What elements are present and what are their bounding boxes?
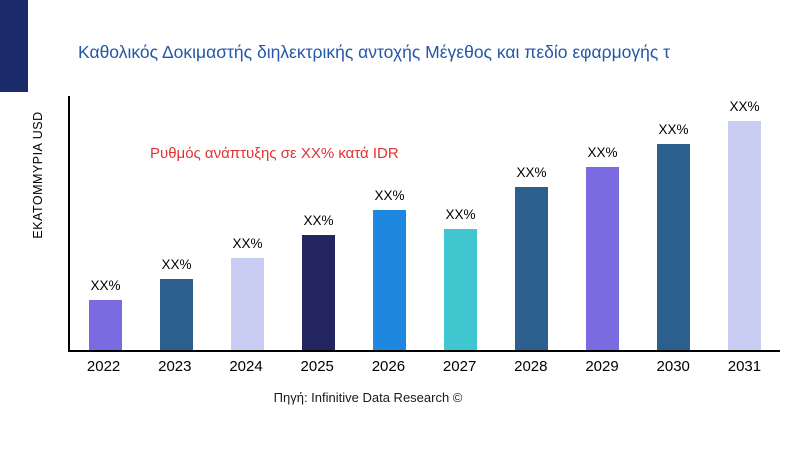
bar-column-2031: XX% bbox=[709, 96, 780, 350]
x-tick-2026: 2026 bbox=[371, 358, 406, 375]
growth-rate-annotation: Ρυθμός ανάπτυξης σε XX% κατά IDR bbox=[150, 145, 399, 162]
x-tick-2028: 2028 bbox=[514, 358, 548, 375]
x-tick-2024: 2024 bbox=[229, 358, 263, 375]
y-axis-label: ΕΚΑΤΟΜΜΥΡΙΑ USD bbox=[31, 111, 45, 239]
bar-value-label-2025: XX% bbox=[303, 213, 334, 228]
bar-value-label-2027: XX% bbox=[445, 207, 476, 222]
bar-column-2023: XX% bbox=[141, 96, 212, 350]
bar-column-2027: XX% bbox=[425, 96, 496, 350]
bar-2030 bbox=[657, 144, 690, 350]
bar-2027 bbox=[444, 229, 477, 350]
bar-value-label-2026: XX% bbox=[374, 188, 405, 203]
x-tick-2030: 2030 bbox=[656, 358, 690, 375]
x-tick-2029: 2029 bbox=[585, 358, 619, 375]
bar-value-label-2024: XX% bbox=[232, 236, 263, 251]
bars-container: XX% XX% XX% XX% XX% XX% XX% XX% XX% XX% bbox=[70, 96, 780, 350]
bar-2025 bbox=[302, 235, 335, 350]
plot-area: XX% XX% XX% XX% XX% XX% XX% XX% XX% XX% bbox=[68, 96, 780, 352]
bar-column-2026: XX% bbox=[354, 96, 425, 350]
x-tick-2022: 2022 bbox=[86, 358, 121, 375]
bar-2024 bbox=[231, 258, 264, 350]
bar-column-2025: XX% bbox=[283, 96, 354, 350]
bar-value-label-2023: XX% bbox=[161, 257, 192, 272]
chart-title: Καθολικός Δοκιμαστής διηλεκτρικής αντοχή… bbox=[78, 42, 671, 62]
bar-2023 bbox=[160, 279, 193, 350]
bar-column-2030: XX% bbox=[638, 96, 709, 350]
bar-2026 bbox=[373, 210, 406, 350]
x-tick-2023: 2023 bbox=[158, 358, 192, 375]
bar-2022 bbox=[89, 300, 122, 350]
corner-accent-block bbox=[0, 0, 28, 92]
x-tick-2025: 2025 bbox=[300, 358, 334, 375]
bar-column-2024: XX% bbox=[212, 96, 283, 350]
bar-value-label-2028: XX% bbox=[516, 165, 547, 180]
bar-value-label-2022: XX% bbox=[90, 278, 121, 293]
bar-column-2029: XX% bbox=[567, 96, 638, 350]
x-tick-2027: 2027 bbox=[442, 358, 477, 375]
x-tick-2031: 2031 bbox=[727, 358, 762, 375]
bar-value-label-2029: XX% bbox=[587, 145, 618, 160]
x-axis-ticks: 2022 2023 2024 2025 2026 2027 2028 2029 2030 2031 bbox=[68, 358, 780, 375]
bar-2031 bbox=[728, 121, 761, 350]
bar-2028 bbox=[515, 187, 548, 350]
bar-value-label-2031: XX% bbox=[729, 99, 760, 114]
bar-column-2022: XX% bbox=[70, 96, 141, 350]
bar-2029 bbox=[586, 167, 619, 350]
bar-value-label-2030: XX% bbox=[658, 122, 689, 137]
source-caption: Πηγή: Infinitive Data Research © bbox=[273, 390, 463, 405]
bar-column-2028: XX% bbox=[496, 96, 567, 350]
